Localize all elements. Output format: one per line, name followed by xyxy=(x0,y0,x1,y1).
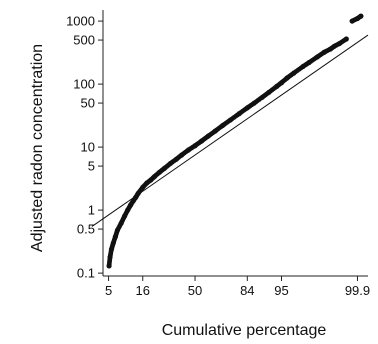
y-tick-label: 10 xyxy=(81,140,95,155)
x-tick-label: 5 xyxy=(105,283,112,298)
x-tick-label: 50 xyxy=(188,283,202,298)
y-tick-label: 1 xyxy=(88,203,95,218)
data-point xyxy=(358,13,364,19)
y-tick-label: 50 xyxy=(81,96,95,111)
x-tick-label: 84 xyxy=(240,283,254,298)
y-axis-label: Adjusted radon concentration xyxy=(29,44,46,252)
x-axis-label: Cumulative percentage xyxy=(162,322,327,339)
x-tick-label: 95 xyxy=(274,283,288,298)
y-tick-label: 100 xyxy=(73,77,95,92)
y-axis: 0.1 0.5 1 5 10 50 100 500 1000 xyxy=(66,10,104,281)
y-tick-label: 500 xyxy=(73,33,95,48)
y-tick-label: 0.1 xyxy=(77,266,95,281)
x-tick-group: 5 16 50 84 95 99.9 xyxy=(105,276,370,298)
y-tick-label: 5 xyxy=(88,159,95,174)
x-tick-label: 16 xyxy=(136,283,150,298)
x-tick-label: 99.9 xyxy=(345,283,370,298)
y-tick-label: 0.5 xyxy=(77,222,95,237)
data-points xyxy=(106,13,364,269)
data-point xyxy=(343,36,349,42)
x-axis: 5 16 50 84 95 99.9 xyxy=(103,275,370,298)
y-tick-group: 0.1 0.5 1 5 10 50 100 500 1000 xyxy=(66,14,103,281)
y-tick-label: 1000 xyxy=(66,14,95,29)
